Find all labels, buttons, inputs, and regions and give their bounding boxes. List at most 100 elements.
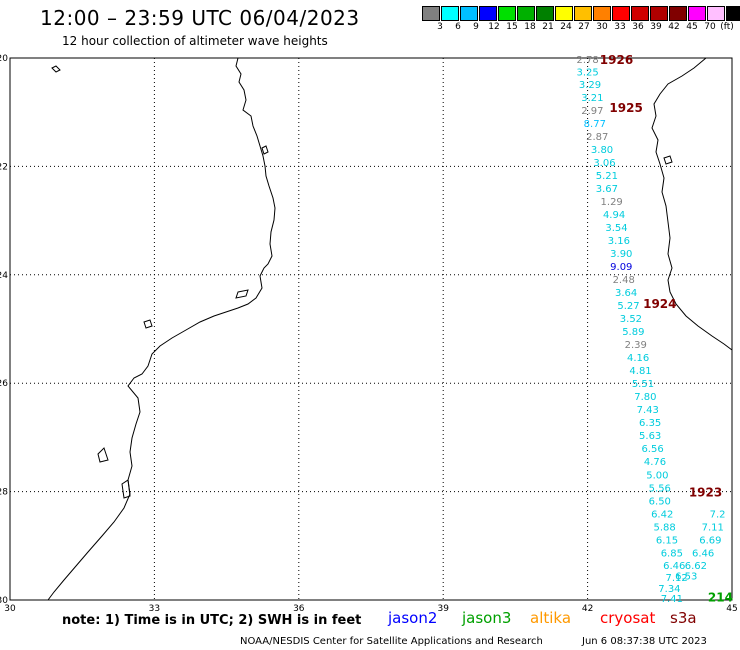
lake-outline	[97, 447, 109, 463]
time-label: 1923	[689, 486, 722, 500]
colorbar-tick-label: 45	[686, 22, 698, 32]
colorbar-swatch	[631, 6, 649, 21]
colorbar-swatch	[422, 6, 440, 21]
colorbar-tick-label: 24	[560, 22, 572, 32]
colorbar-swatch	[555, 6, 573, 21]
legend-note: note: 1) Time is in UTC; 2) SWH is in fe…	[62, 613, 362, 628]
colorbar-swatch	[612, 6, 630, 21]
colorbar-swatch	[498, 6, 516, 21]
island-outline	[261, 145, 269, 155]
colorbar-swatch	[536, 6, 554, 21]
lat-tick-label: -24	[0, 271, 8, 281]
wave-height-label: 6.62	[685, 561, 707, 572]
map-title: 12:00 – 23:59 UTC 06/04/2023	[40, 6, 360, 30]
satellite-altika: altika	[530, 609, 572, 627]
wave-height-label: 5.63	[639, 431, 661, 442]
wave-height-label: 4.16	[627, 353, 649, 364]
wave-height-label: 2.48	[613, 275, 635, 286]
colorbar-tick-label: 21	[542, 22, 554, 32]
wave-height-label: 4.81	[629, 366, 651, 377]
wave-height-label: 2.97	[581, 106, 603, 117]
wave-height-label: 7.2	[710, 509, 726, 520]
colorbar-swatch	[517, 6, 535, 21]
time-label: 1924	[643, 297, 676, 311]
wave-height-label: 5.56	[649, 483, 671, 494]
lat-tick-label: -20	[0, 54, 8, 64]
colorbar-swatch	[574, 6, 592, 21]
credit-text: NOAA/NESDIS Center for Satellite Applica…	[240, 636, 543, 647]
colorbar-tick-label: 18	[524, 22, 536, 32]
colorbar-swatch	[650, 6, 668, 21]
lon-tick-label: 36	[293, 604, 305, 614]
wave-height-label: 4.94	[603, 210, 625, 221]
map-subtitle: 12 hour collection of altimeter wave hei…	[62, 34, 328, 48]
island-outline	[235, 289, 249, 299]
wave-height-label: 3.64	[615, 288, 637, 299]
wave-height-label: 7.34	[658, 584, 680, 595]
colorbar-tick-label: 12	[488, 22, 500, 32]
wave-height-label: 3.67	[596, 184, 618, 195]
lake-outline	[121, 479, 131, 499]
colorbar-swatch	[441, 6, 459, 21]
wave-height-label: 8.77	[584, 119, 606, 130]
wave-height-label: 5.00	[646, 470, 668, 481]
wave-height-label: 5.27	[617, 301, 639, 312]
wave-height-label: 3.06	[593, 158, 615, 169]
wave-height-label: 5.89	[622, 327, 644, 338]
satellite-cryosat: cryosat	[600, 609, 656, 627]
colorbar-unit: (ft)	[720, 22, 734, 32]
wave-height-label: 3.80	[591, 145, 613, 156]
wave-height-label: 1.29	[601, 197, 623, 208]
island-outline	[51, 65, 61, 73]
colorbar-tick-label: 3	[437, 22, 443, 32]
wave-height-label: 6.46	[663, 561, 685, 572]
wave-height-label: 6.46	[692, 548, 714, 559]
colorbar-swatch	[479, 6, 497, 21]
wave-height-label: 6.15	[656, 535, 678, 546]
time-label: 214	[708, 590, 733, 604]
wave-height-label: 2.78	[576, 55, 598, 66]
wave-height-label: 9.09	[610, 262, 632, 273]
island-outline	[143, 319, 153, 329]
timestamp-text: Jun 6 08:37:38 UTC 2023	[582, 636, 707, 647]
wave-height-label: 6.42	[651, 509, 673, 520]
wave-height-label: 7.43	[637, 405, 659, 416]
island-outline	[663, 155, 673, 165]
wave-height-label: 3.25	[576, 68, 598, 79]
colorbar-tick-label: 9	[473, 22, 479, 32]
lon-tick-label: 42	[582, 604, 593, 614]
lon-tick-label: 45	[726, 604, 737, 614]
wave-height-label: 2.39	[625, 340, 647, 351]
wave-height-label: 3.54	[605, 223, 627, 234]
wave-height-label: 4.76	[644, 457, 666, 468]
lon-tick-label: 30	[4, 604, 16, 614]
colorbar-tick-label: 36	[632, 22, 644, 32]
lat-tick-label: -22	[0, 162, 8, 172]
colorbar-tick-label: 27	[578, 22, 590, 32]
wave-height-label: 2.87	[586, 132, 608, 143]
colorbar-swatch	[460, 6, 478, 21]
colorbar-tick-label: 70	[704, 22, 716, 32]
colorbar-swatch	[669, 6, 687, 21]
wave-height-label: 7.80	[634, 392, 656, 403]
lat-tick-label: -28	[0, 488, 8, 498]
wave-height-label: 6.50	[649, 496, 671, 507]
colorbar-legend	[422, 6, 740, 21]
colorbar-swatch	[688, 6, 706, 21]
wave-height-label: 5.21	[596, 171, 618, 182]
wave-height-label: 3.29	[579, 80, 601, 91]
wave-height-label: 7.12	[666, 573, 688, 584]
wave-height-label: 7.11	[702, 522, 724, 533]
colorbar-tick-label: 15	[506, 22, 518, 32]
colorbar-swatch	[593, 6, 611, 21]
colorbar-swatch	[726, 6, 740, 21]
lon-tick-label: 39	[437, 604, 449, 614]
wave-height-label: 5.51	[632, 379, 654, 390]
wave-height-label: 6.35	[639, 418, 661, 429]
africa-coastline	[47, 57, 276, 601]
wave-height-label: 3.52	[620, 314, 642, 325]
lon-tick-label: 33	[149, 604, 160, 614]
wave-height-label: 3.90	[610, 249, 632, 260]
satellite-jason3: jason3	[462, 609, 512, 627]
